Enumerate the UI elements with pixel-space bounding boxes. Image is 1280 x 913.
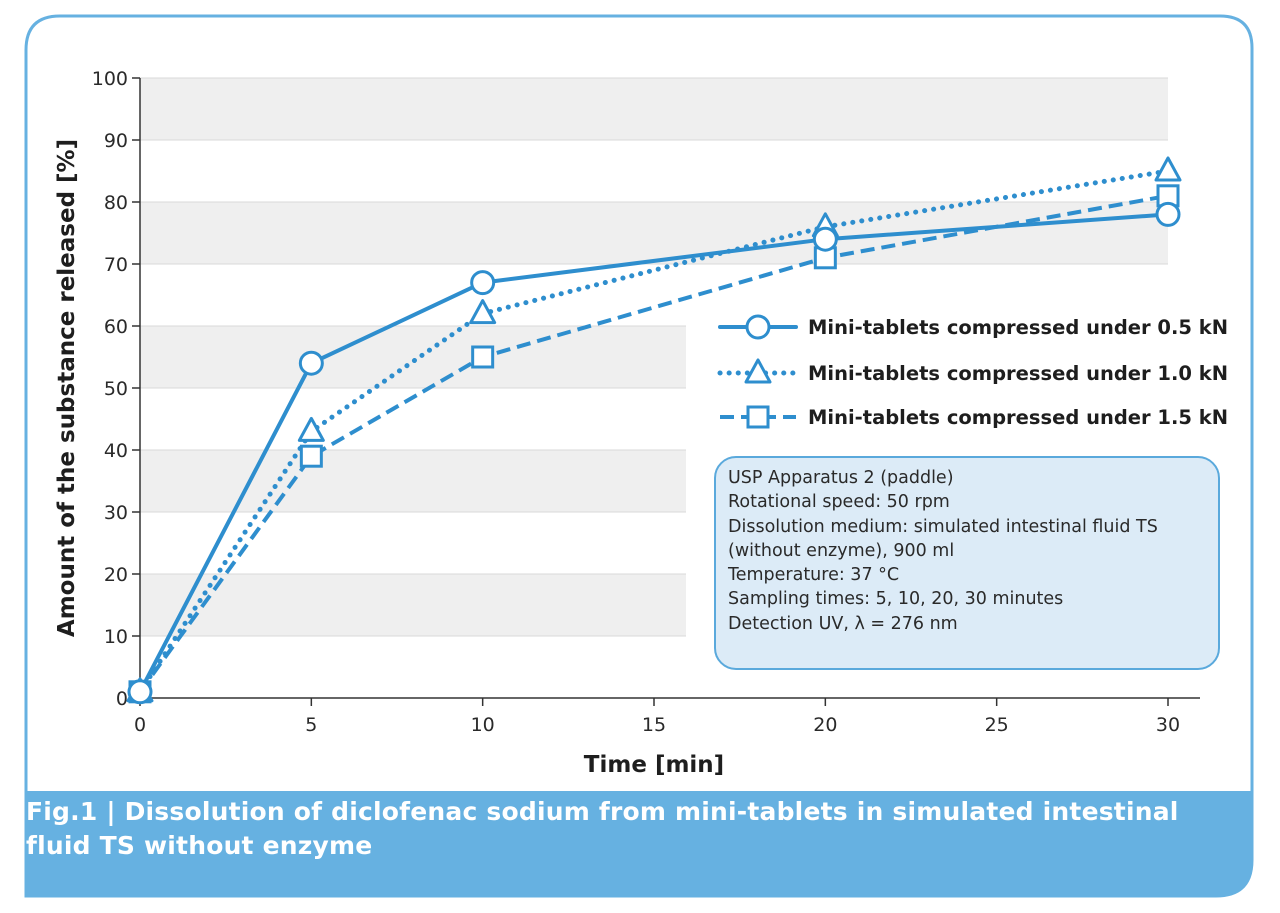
x-tick-label: 20 xyxy=(813,714,837,736)
data-point-series-1 xyxy=(298,350,324,376)
y-tick-label: 10 xyxy=(104,626,128,648)
grid-band xyxy=(140,78,1168,140)
y-tick-label: 40 xyxy=(104,440,128,462)
condition-line: Rotational speed: 50 rpm xyxy=(728,492,950,513)
x-tick-label: 0 xyxy=(134,714,146,736)
y-tick-label: 60 xyxy=(104,316,128,338)
data-point-series-3 xyxy=(471,345,495,369)
y-tick-label: 50 xyxy=(104,378,128,400)
grid-band xyxy=(140,326,686,388)
grid-band xyxy=(140,450,686,512)
y-tick-label: 90 xyxy=(104,130,128,152)
condition-line: Temperature: 37 °C xyxy=(728,565,900,586)
y-tick-label: 0 xyxy=(116,688,128,710)
data-point-series-1 xyxy=(1155,201,1181,227)
legend-marker-2 xyxy=(744,358,772,384)
condition-line: Sampling times: 5, 10, 20, 30 minutes xyxy=(728,589,1064,610)
y-tick-label: 70 xyxy=(104,254,128,276)
figure-caption: Fig.1 | Dissolution of diclofenac sodium… xyxy=(26,797,1179,860)
y-tick-label: 30 xyxy=(104,502,128,524)
legend-marker-3 xyxy=(746,405,770,429)
condition-line: USP Apparatus 2 (paddle) xyxy=(728,468,954,488)
x-axis-title: Time [min] xyxy=(584,752,724,778)
y-tick-label: 100 xyxy=(92,68,128,90)
y-axis-title: Amount of the substance released [%] xyxy=(54,139,80,637)
test-conditions-box: USP Apparatus 2 (paddle) Rotational spee… xyxy=(714,456,1220,670)
legend-label-3: Mini-tablets compressed under 1.5 kN xyxy=(808,406,1228,429)
data-point-series-2 xyxy=(297,416,325,442)
data-point-series-2 xyxy=(1154,156,1182,182)
legend-marker-1 xyxy=(745,314,771,340)
grid-band xyxy=(140,202,1168,264)
y-tick-label: 80 xyxy=(104,192,128,214)
y-tick-label: 20 xyxy=(104,564,128,586)
legend-label-1: Mini-tablets compressed under 0.5 kN xyxy=(808,316,1228,339)
x-tick-label: 30 xyxy=(1156,714,1180,736)
data-point-series-1 xyxy=(812,226,838,252)
caption-band xyxy=(26,791,1252,896)
condition-line: Dissolution medium: simulated intestinal… xyxy=(728,516,1158,537)
x-tick-label: 5 xyxy=(305,714,317,736)
x-tick-label: 10 xyxy=(471,714,495,736)
plot-area: 0 10 20 30 40 50 60 70 80 90 100 0 5 10 15 20 25 30 Time [… xyxy=(54,68,1228,778)
data-point-series-3 xyxy=(299,444,323,468)
condition-line: Detection UV, λ = 276 nm xyxy=(728,613,958,634)
x-tick-label: 15 xyxy=(642,714,666,736)
legend-label-2: Mini-tablets compressed under 1.0 kN xyxy=(808,362,1228,385)
grid-band xyxy=(140,574,686,636)
data-point-series-2 xyxy=(469,299,497,325)
x-tick-label: 25 xyxy=(985,714,1009,736)
data-point-series-1 xyxy=(127,679,153,705)
data-point-series-1 xyxy=(470,270,496,296)
condition-line: (without enzyme), 900 ml xyxy=(728,540,955,561)
